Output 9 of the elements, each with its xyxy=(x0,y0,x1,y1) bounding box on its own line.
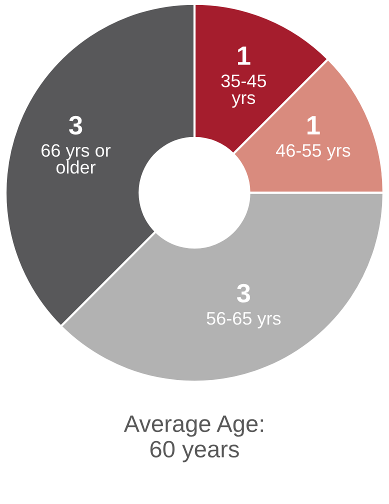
data-label: 3 xyxy=(236,284,250,303)
slice-label: 56-65 yrs xyxy=(206,312,281,328)
slice-label: 66 yrs or older xyxy=(42,144,111,174)
data-label: 3 xyxy=(69,116,82,135)
slice-label: 46-55 yrs xyxy=(276,144,350,160)
data-label: 1 xyxy=(238,46,250,65)
slice-label: 35-45 yrs xyxy=(221,74,266,108)
data-label: 1 xyxy=(308,116,320,134)
text: Average Age: 60 years xyxy=(124,416,264,462)
